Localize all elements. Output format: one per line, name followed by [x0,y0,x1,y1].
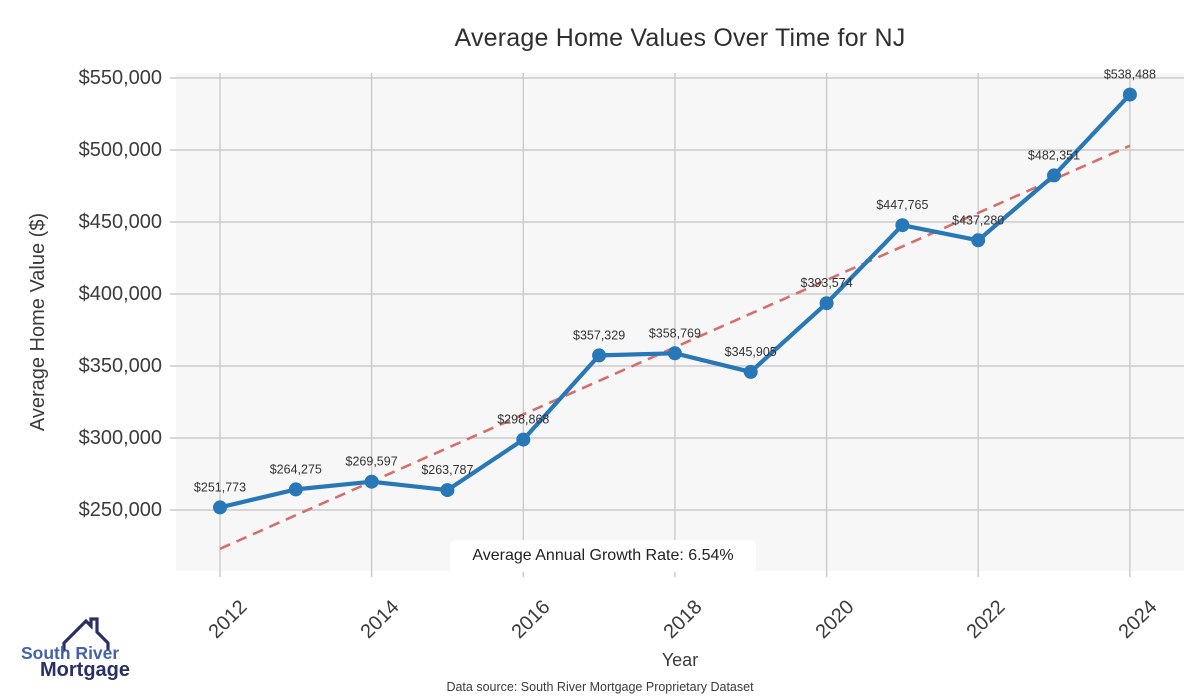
x-tick-label: 2014 [356,596,404,644]
data-point [1122,87,1137,102]
data-point [440,483,455,498]
x-tick-label: 2016 [507,596,555,644]
x-tick-label: 2024 [1114,596,1162,644]
data-point [743,364,758,379]
house-icon [62,617,110,651]
x-tick-label: 2012 [204,596,252,644]
data-point-label: $358,769 [649,326,701,340]
data-point-label: $251,773 [194,480,246,494]
y-tick-label: $350,000 [78,355,162,377]
logo-text-primary: South River [21,643,120,663]
data-point [1047,168,1061,183]
x-axis-label: Year [661,650,699,670]
y-tick-label: $250,000 [78,499,162,521]
data-source-note: Data source: South River Mortgage Propri… [446,680,754,694]
y-tick-label: $400,000 [78,283,162,305]
chart-title: Average Home Values Over Time for NJ [454,24,906,52]
data-point-label: $482,351 [1028,148,1080,162]
data-point-label: $447,765 [876,198,928,212]
x-tick-label: 2018 [659,596,707,644]
data-point-label: $263,787 [421,463,473,477]
data-point [971,233,986,248]
data-point [364,474,379,489]
x-tick-label: 2020 [811,596,859,644]
data-point-label: $264,275 [270,462,322,476]
y-tick-label: $500,000 [78,139,162,161]
logo-text-secondary: Mortgage [40,659,130,681]
plot-area: $251,773 $264,275 $269,597 $263,787 $298,868… [170,68,1184,577]
data-point-label: $298,868 [497,413,549,427]
data-point [213,500,227,515]
data-point-label: $269,597 [346,455,398,469]
data-point [819,296,834,311]
growth-rate-annotation: Average Annual Growth Rate: 6.54% [450,540,756,572]
data-point-label: $357,329 [573,328,625,342]
south-river-mortgage-logo: South River Mortgage [0,610,170,690]
data-point [667,346,682,361]
data-point-label: $538,488 [1104,68,1156,82]
data-point-label: $393,574 [801,276,853,290]
data-point-label: $345,905 [725,345,777,359]
data-point [895,218,910,233]
y-tick-label: $550,000 [78,67,162,89]
data-point [516,432,531,447]
data-point-label: $437,280 [952,213,1004,227]
y-tick-label: $450,000 [78,211,162,233]
plot-svg: $251,773 $264,275 $269,597 $263,787 $298,868… [170,68,1184,577]
data-point [592,348,607,363]
y-tick-label: $300,000 [78,427,162,449]
x-tick-label: 2022 [962,596,1010,644]
data-point [288,482,303,497]
